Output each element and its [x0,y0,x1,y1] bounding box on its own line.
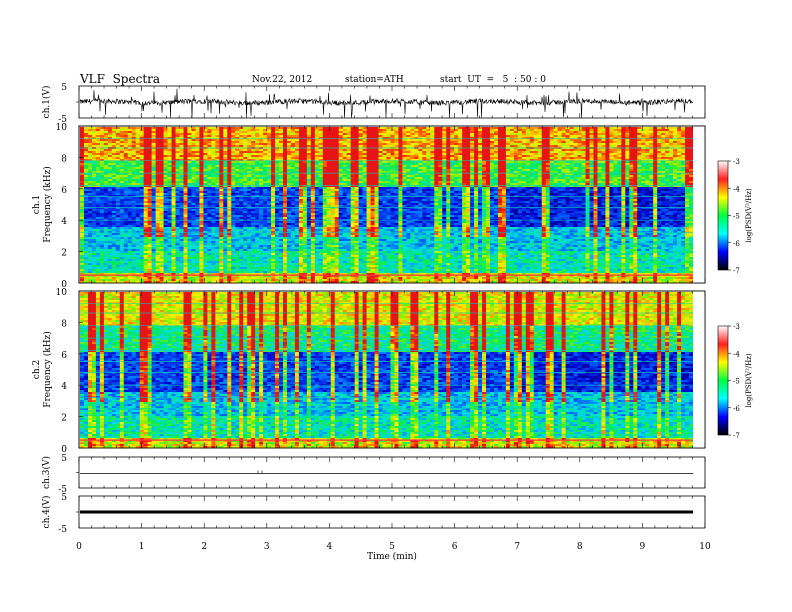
colorbar-tick-label: -4 [733,350,740,358]
signal-trace [80,511,693,514]
xtick-label: 10 [699,542,711,552]
ytick-label: 5 [61,493,67,503]
colorbar-tick-label: -7 [733,432,740,440]
y-axis-label: ch.1(V) [41,86,52,119]
colorbar-tick-label: -7 [733,267,740,275]
xtick-label: 6 [452,542,458,552]
colorbar-tick-label: -5 [733,213,740,221]
ytick-label: 4 [61,382,67,392]
colorbar-tick-label: -3 [733,158,740,166]
colorbar-ch2 [718,326,731,435]
xtick-label: 9 [640,542,646,552]
ytick-label: 4 [61,217,67,227]
x-axis-label: Time (min) [367,551,417,562]
colorbar-tick-label: -6 [733,405,740,413]
ytick-label: 6 [61,351,67,361]
ytick-label: 8 [61,154,67,164]
colorbar-label: log(PSD(V²/Hz) [745,353,753,408]
colorbar-label: log(PSD(V²/Hz) [745,188,753,243]
y-axis-label: ch.3(V) [41,456,52,489]
colorbar-tick-label: -4 [733,185,740,193]
xtick-label: 1 [139,542,145,552]
colorbar-tick-label: -6 [733,240,740,248]
panel-ch1-spectrogram [79,126,705,283]
ytick-label: 5 [61,454,67,464]
ytick-label: 8 [61,319,67,329]
xtick-label: 7 [514,542,520,552]
panel-ch2-spectrogram [79,291,705,448]
channel-label: ch.2 [32,360,42,379]
colorbar-tick-label: -5 [733,378,740,386]
ytick-label: -5 [58,525,67,535]
ytick-label: 6 [61,186,67,196]
xtick-label: 4 [327,542,333,552]
xtick-label: 0 [76,542,82,552]
ytick-label: 10 [56,123,68,133]
y-axis-label: ch.4(V) [41,496,52,529]
ytick-label: 2 [61,414,67,424]
xtick-label: 3 [264,542,270,552]
channel-label: ch.1 [32,195,42,214]
xtick-label: 5 [389,542,395,552]
y-axis-label: Frequency (kHz) [42,166,53,243]
xtick-label: 2 [201,542,207,552]
vlf-figure: 5-5ch.1(V)1086420ch.1 Frequency (kHz)-3-4… [0,0,792,612]
colorbar-tick-label: -3 [733,323,740,331]
ytick-label: 2 [61,249,67,259]
xtick-label: 8 [577,542,583,552]
y-axis-label: Frequency (kHz) [42,331,53,408]
colorbar-ch1 [718,161,731,270]
ytick-label: 5 [61,83,67,93]
ytick-label: 10 [56,288,68,298]
